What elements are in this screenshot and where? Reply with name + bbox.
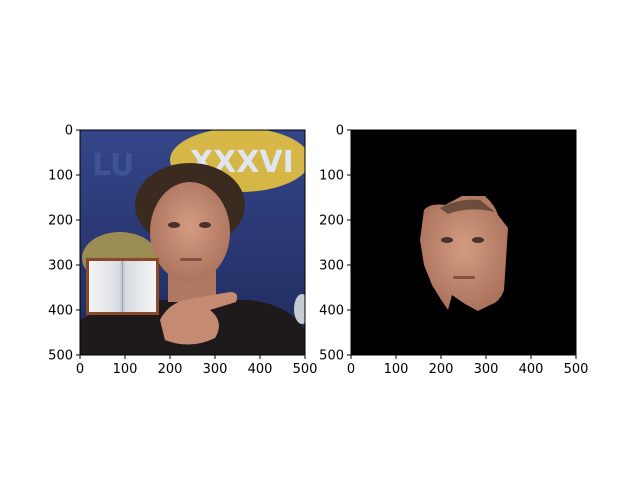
left-y-tick-label-1: 100: [48, 169, 73, 184]
left-y-tick-label-3: 300: [48, 259, 73, 274]
left-photo: LU XXXVI: [80, 130, 305, 355]
pointing-hand: [160, 292, 238, 345]
left-y-tick-label-5: 500: [48, 349, 73, 364]
left-y-tick-label-0: 0: [65, 124, 73, 139]
right-axes-frame: [350, 129, 577, 356]
microphone: [294, 294, 305, 324]
right-x-tick-label-4: 400: [519, 362, 544, 377]
right-y-tick-label-3: 300: [319, 259, 344, 274]
left-y-tick-label-2: 200: [48, 214, 73, 229]
right-y-tick-label-0: 0: [336, 124, 344, 139]
left-axes-frame: [79, 129, 306, 356]
right-y-tick-label-4: 400: [319, 304, 344, 319]
left-x-tick-label-4: 400: [248, 362, 273, 377]
right-x-tick-label-5: 500: [564, 362, 589, 377]
book-overlay: [86, 258, 159, 315]
left-axes: LU XXXVI 0 100: [48, 124, 317, 378]
segmented-face: [420, 196, 508, 311]
face: [150, 182, 230, 282]
right-x-tick-label-0: 0: [347, 362, 355, 377]
right-x-tick-label-1: 100: [384, 362, 409, 377]
right-y-tick-label-5: 500: [319, 349, 344, 364]
left-x-tick-label-1: 100: [113, 362, 138, 377]
left-x-tick-label-3: 300: [203, 362, 228, 377]
right-x-tick-label-3: 300: [474, 362, 499, 377]
left-x-tick-label-5: 500: [293, 362, 318, 377]
right-y-tick-label-1: 100: [319, 169, 344, 184]
banner-logo-left: LU: [92, 148, 134, 183]
right-x-tick-label-2: 200: [429, 362, 454, 377]
left-y-tick-label-4: 400: [48, 304, 73, 319]
right-photo: [351, 130, 576, 355]
left-x-tick-label-0: 0: [76, 362, 84, 377]
right-y-tick-label-2: 200: [319, 214, 344, 229]
left-x-tick-label-2: 200: [158, 362, 183, 377]
